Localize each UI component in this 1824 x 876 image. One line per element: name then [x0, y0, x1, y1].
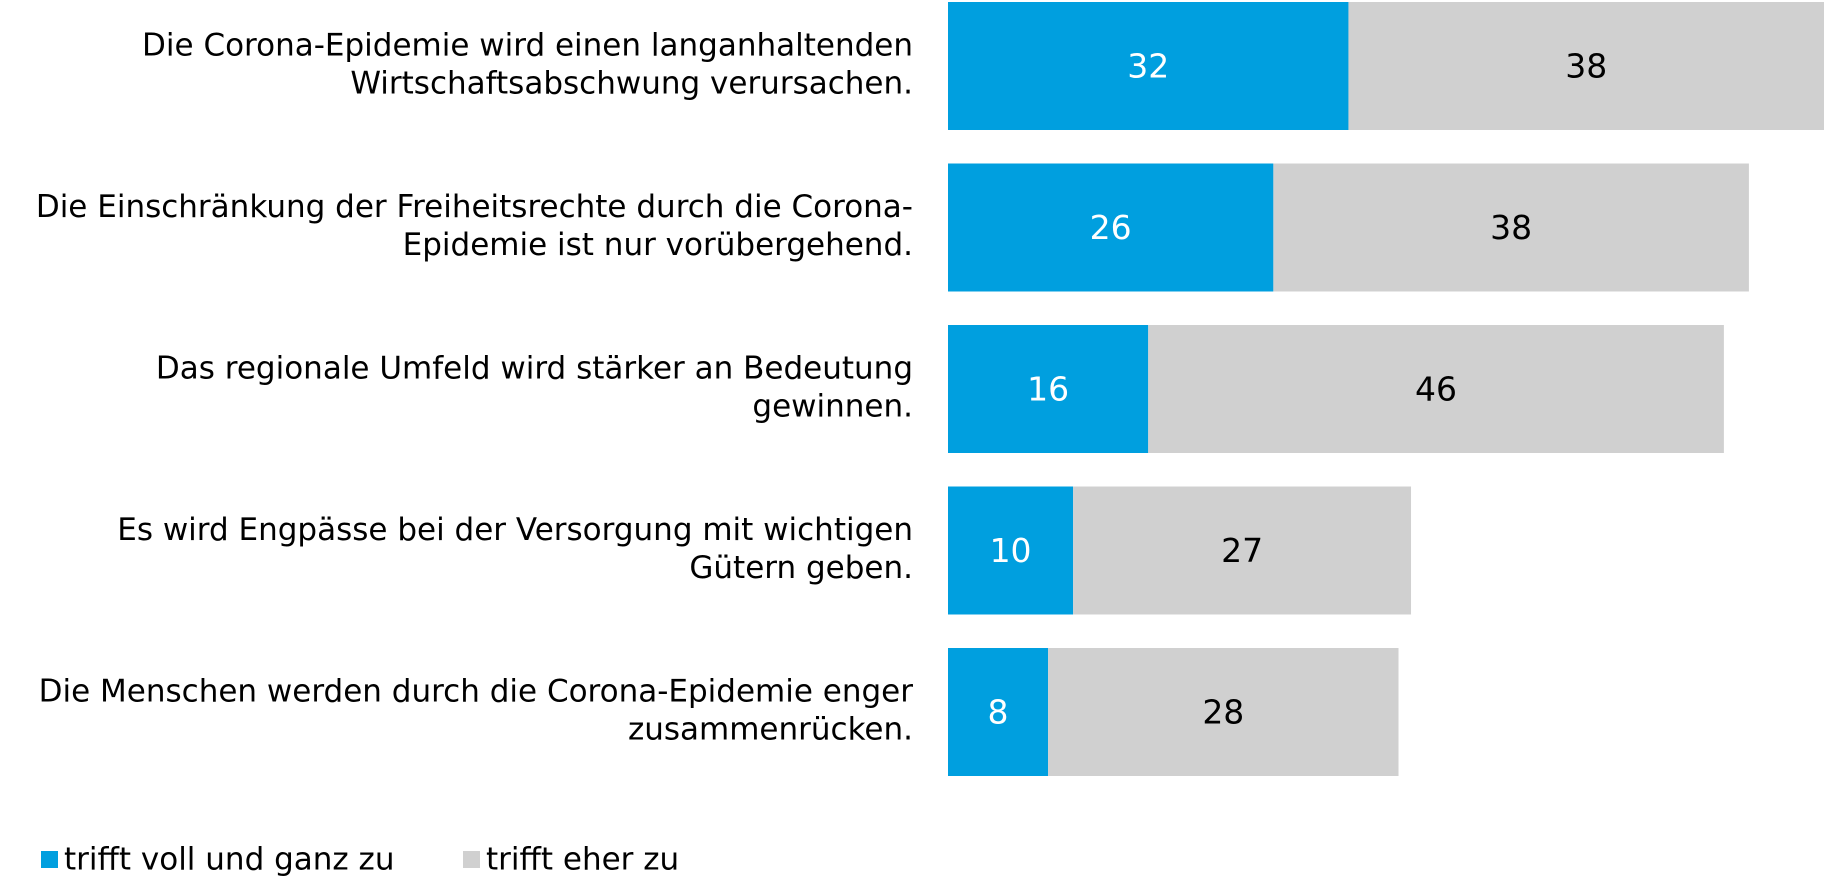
category-label: Wirtschaftsabschwung verursachen. — [350, 66, 913, 102]
legend-label: trifft voll und ganz zu — [64, 842, 394, 876]
bar-segment — [948, 163, 1274, 292]
value-label: 28 — [1202, 693, 1244, 732]
value-label: 38 — [1565, 47, 1607, 86]
category-label: gewinnen. — [752, 389, 913, 425]
value-label: 27 — [1221, 531, 1263, 570]
category-label: Gütern geben. — [689, 550, 913, 586]
bar-segment — [1148, 325, 1724, 453]
value-label: 8 — [988, 693, 1009, 732]
bar-segment — [1048, 648, 1399, 776]
legend-swatch — [463, 851, 480, 868]
bar-segment — [948, 648, 1049, 776]
category-label: Die Menschen werden durch die Corona-Epi… — [39, 674, 914, 710]
legend-label: trifft eher zu — [486, 842, 679, 876]
value-label: 46 — [1415, 370, 1457, 409]
category-label: Epidemie ist nur vorübergehend. — [403, 227, 913, 263]
category-label: Die Einschränkung der Freiheitsrechte du… — [36, 189, 913, 225]
bar-segment — [1273, 163, 1749, 292]
bar-segment — [948, 486, 1074, 615]
bar-segment — [1073, 486, 1412, 615]
category-label: Es wird Engpässe bei der Versorgung mit … — [117, 512, 913, 548]
category-label: zusammenrücken. — [628, 712, 913, 748]
bar-segment — [948, 325, 1149, 453]
category-label: Die Corona-Epidemie wird einen langanhal… — [142, 28, 913, 64]
value-label: 38 — [1490, 208, 1532, 247]
bar-segment — [948, 2, 1349, 130]
category-label: Das regionale Umfeld wird stärker an Bed… — [156, 351, 913, 387]
bar-segment — [1348, 2, 1824, 130]
legend-swatch — [41, 851, 58, 868]
value-label: 16 — [1027, 370, 1069, 409]
value-label: 32 — [1127, 47, 1169, 86]
value-label: 26 — [1090, 208, 1132, 247]
value-label: 10 — [990, 531, 1032, 570]
